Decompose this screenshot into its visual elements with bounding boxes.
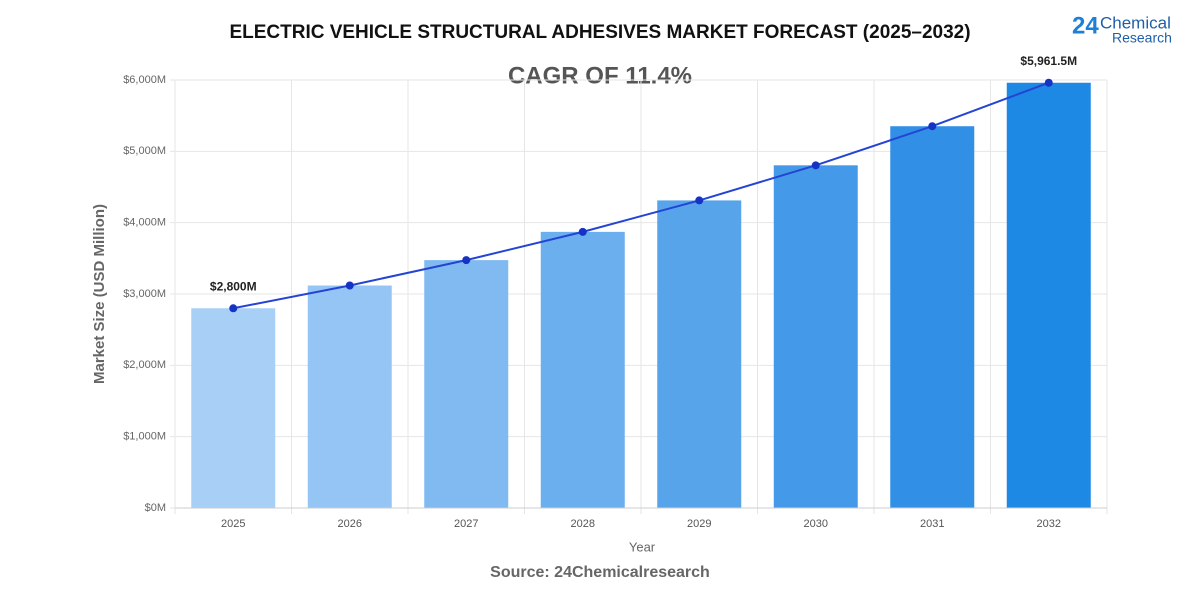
x-tick-label: 2025 <box>221 518 245 530</box>
bar <box>424 260 509 508</box>
bar <box>773 165 858 508</box>
chart-subtitle: CAGR OF 11.4% <box>508 62 692 89</box>
x-tick-label: 2029 <box>687 518 711 530</box>
bar <box>191 308 276 508</box>
marker <box>695 196 704 205</box>
y-tick-label: $1,000M <box>123 431 166 443</box>
x-tick-label: 2032 <box>1037 518 1061 530</box>
logo-number: 24 <box>1072 12 1099 39</box>
y-axis-label: Market Size (USD Million) <box>91 204 108 384</box>
marker <box>811 161 820 170</box>
logo-text: Research <box>1112 30 1172 46</box>
trend-line <box>233 81 1050 310</box>
x-tick-label: 2027 <box>454 518 478 530</box>
x-tick-label: 2026 <box>338 518 362 530</box>
logo-text: Chemical <box>1100 13 1171 32</box>
value-label: $2,800M <box>210 279 257 293</box>
y-tick-label: $0M <box>145 502 166 514</box>
value-label: $5,961.5M <box>1020 54 1077 68</box>
bar <box>307 285 392 508</box>
marker <box>1044 78 1053 87</box>
bar <box>1006 82 1091 508</box>
marker <box>345 281 354 290</box>
x-tick-label: 2028 <box>571 518 595 530</box>
bar <box>540 231 625 509</box>
y-tick-label: $3,000M <box>123 288 166 300</box>
chart-title: ELECTRIC VEHICLE STRUCTURAL ADHESIVES MA… <box>229 22 970 43</box>
x-tick-label: 2030 <box>804 518 828 530</box>
x-tick-label: 2031 <box>920 518 944 530</box>
x-axis-label: Year <box>629 539 656 554</box>
marker <box>928 122 937 131</box>
bar <box>657 200 742 509</box>
marker <box>462 256 471 265</box>
y-tick-label: $4,000M <box>123 217 166 229</box>
y-tick-label: $6,000M <box>123 74 166 86</box>
y-tick-label: $5,000M <box>123 145 166 157</box>
marker <box>229 304 238 313</box>
bar <box>890 126 975 508</box>
y-tick-label: $2,000M <box>123 359 166 371</box>
source: Source: 24Chemicalresearch <box>490 564 710 581</box>
marker <box>578 227 587 236</box>
